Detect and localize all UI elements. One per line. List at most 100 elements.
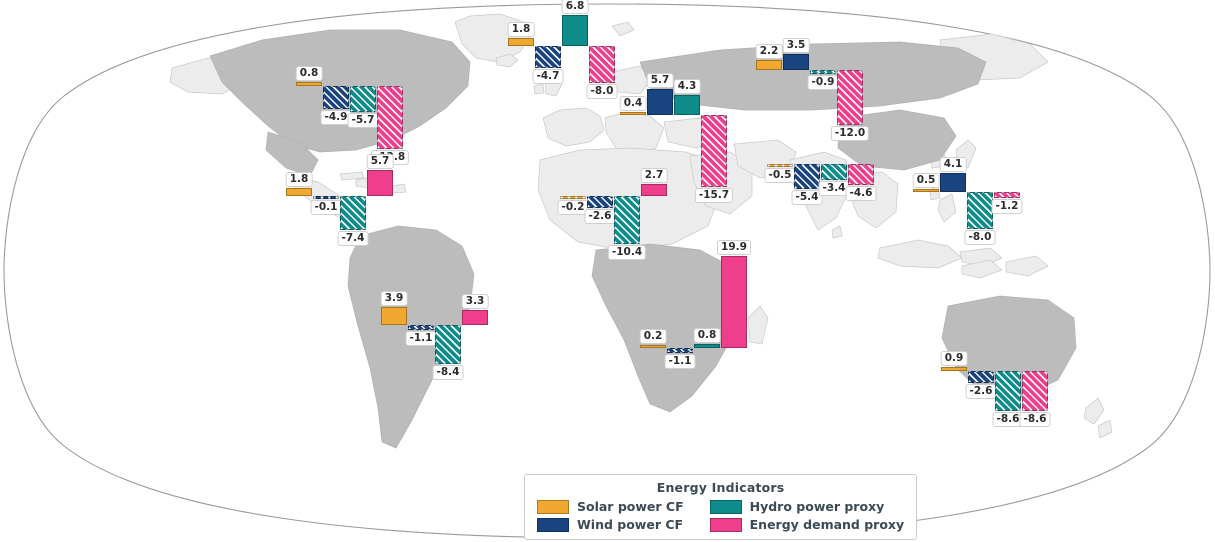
bar-hydro-australia[interactable] [995,371,1021,411]
legend-label-wind: Wind power CF [577,517,684,532]
bar-solar-south-america[interactable] [381,307,407,325]
bar-label-hydro: -8.4 [432,364,464,380]
bar-label-solar: 0.8 [295,66,323,82]
bar-label-solar: 2.2 [755,43,783,59]
bar-label-demand: -12.0 [830,126,870,142]
bar-label-demand: -8.0 [586,83,618,99]
bar-label-wind: -2.6 [965,383,997,399]
bar-demand-northern-europe[interactable] [589,46,615,83]
solar-swatch-icon [537,499,569,514]
bar-demand-southern-europe[interactable] [701,115,727,188]
hydro-swatch-icon [709,499,742,514]
bar-label-demand: 5.7 [366,153,394,169]
bar-label-demand: -4.6 [845,186,877,202]
bar-label-solar: 0.4 [619,96,647,111]
bar-label-hydro: 6.8 [561,0,589,14]
bar-wind-north-america[interactable] [323,86,349,109]
bar-wind-australia[interactable] [968,371,994,383]
bar-label-hydro: -5.7 [347,113,379,129]
legend-label-hydro: Hydro power proxy [749,499,885,514]
bar-group-russia: 2.2 3.5 -0.9 -12.0 [755,0,870,542]
legend-item-solar[interactable]: Solar power CF [537,499,684,514]
bar-demand-north-america[interactable] [377,86,403,150]
legend-item-demand[interactable]: Energy demand proxy [709,517,904,532]
bar-label-wind: -5.4 [791,189,823,205]
bar-solar-north-america[interactable] [296,82,322,86]
bar-hydro-west-africa[interactable] [614,196,640,244]
bar-wind-russia[interactable] [783,53,809,70]
bar-wind-east-asia[interactable] [940,173,966,192]
bar-solar-east-asia[interactable] [913,189,939,192]
bar-label-wind: -0.1 [310,200,342,215]
bar-hydro-south-america[interactable] [435,325,461,364]
bar-label-wind: 4.1 [939,157,967,173]
legend-items: Solar power CF Hydro power proxy Wind po… [537,499,904,532]
bar-group-west-africa: -0.2 -2.6 -10.4 2.7 [557,0,668,542]
legend-item-hydro[interactable]: Hydro power proxy [709,499,905,514]
bar-hydro-central-america[interactable] [340,196,366,231]
bar-demand-east-asia[interactable] [994,192,1020,198]
bar-solar-australia[interactable] [941,366,967,371]
bar-hydro-north-america[interactable] [350,86,376,113]
bar-hydro-northern-europe[interactable] [562,14,588,46]
bar-hydro-south-asia[interactable] [821,164,847,180]
bar-solar-southern-africa[interactable] [640,345,666,348]
bar-label-solar: -0.2 [557,200,589,215]
chart-legend: Energy Indicators Solar power CF Hydro p… [524,474,918,540]
bar-label-demand: 19.9 [717,240,751,256]
bar-label-hydro: -10.4 [607,244,647,260]
bar-wind-southern-europe[interactable] [647,88,673,115]
bar-hydro-southern-africa[interactable] [694,344,720,348]
bar-hydro-russia[interactable] [810,70,836,75]
bar-wind-west-africa[interactable] [587,196,613,208]
legend-title: Energy Indicators [656,480,785,495]
bar-label-solar: 1.8 [507,21,535,37]
bar-wind-south-asia[interactable] [794,164,820,189]
bar-hydro-southern-europe[interactable] [674,95,700,115]
bar-label-hydro: -0.9 [807,75,839,91]
bar-label-wind: -2.6 [584,208,616,224]
bar-label-wind: 5.7 [646,72,674,88]
bar-label-wind: -4.7 [532,68,564,84]
bar-label-wind: -1.1 [405,331,437,347]
bar-wind-northern-europe[interactable] [535,46,561,68]
bar-label-hydro: 0.8 [693,328,721,344]
bar-label-hydro: -7.4 [337,231,369,247]
bar-group-southern-africa: 0.2 -1.1 0.8 19.9 [639,0,751,542]
legend-item-wind[interactable]: Wind power CF [537,517,684,532]
bar-demand-south-america[interactable] [462,309,488,325]
bar-solar-russia[interactable] [756,59,782,70]
bar-label-demand: 3.3 [461,293,489,309]
bar-demand-west-africa[interactable] [641,183,667,196]
bar-solar-southern-europe[interactable] [620,112,646,115]
bar-solar-northern-europe[interactable] [508,37,534,46]
bar-label-hydro: -8.0 [964,229,996,245]
bar-solar-west-africa[interactable] [560,196,586,199]
demand-swatch-icon [709,517,742,532]
bar-solar-south-asia[interactable] [767,164,793,167]
bar-label-hydro: 4.3 [673,79,701,95]
bar-wind-south-america[interactable] [408,325,434,331]
wind-swatch-icon [537,517,569,532]
bar-group-south-asia: -0.5 -5.4 -3.4 -4.6 [764,0,877,542]
bar-wind-southern-africa[interactable] [667,348,693,354]
bar-demand-southern-africa[interactable] [721,256,747,348]
bar-label-solar: 0.2 [639,329,667,344]
bar-label-solar: 0.9 [940,350,968,366]
bar-label-demand: -1.2 [991,198,1023,214]
bar-solar-central-america[interactable] [286,187,312,196]
bar-group-australia: 0.9 -2.6 -8.6 -8.6 [940,0,1051,542]
bar-demand-central-america[interactable] [367,169,393,196]
bar-label-solar: 3.9 [380,291,408,307]
bar-demand-south-asia[interactable] [848,164,874,186]
bar-demand-australia[interactable] [1022,371,1048,411]
bar-label-hydro: -3.4 [818,180,850,196]
bar-label-wind: 3.5 [782,37,810,53]
bar-group-central-america: 1.8 -0.1 -7.4 5.7 [285,0,394,542]
bar-label-solar: -0.5 [764,168,796,183]
bar-demand-russia[interactable] [837,70,863,126]
bar-group-southern-europe: 0.4 5.7 4.3 -15.7 [619,0,734,542]
bar-label-solar: 1.8 [285,171,313,187]
bar-wind-central-america[interactable] [313,196,339,199]
